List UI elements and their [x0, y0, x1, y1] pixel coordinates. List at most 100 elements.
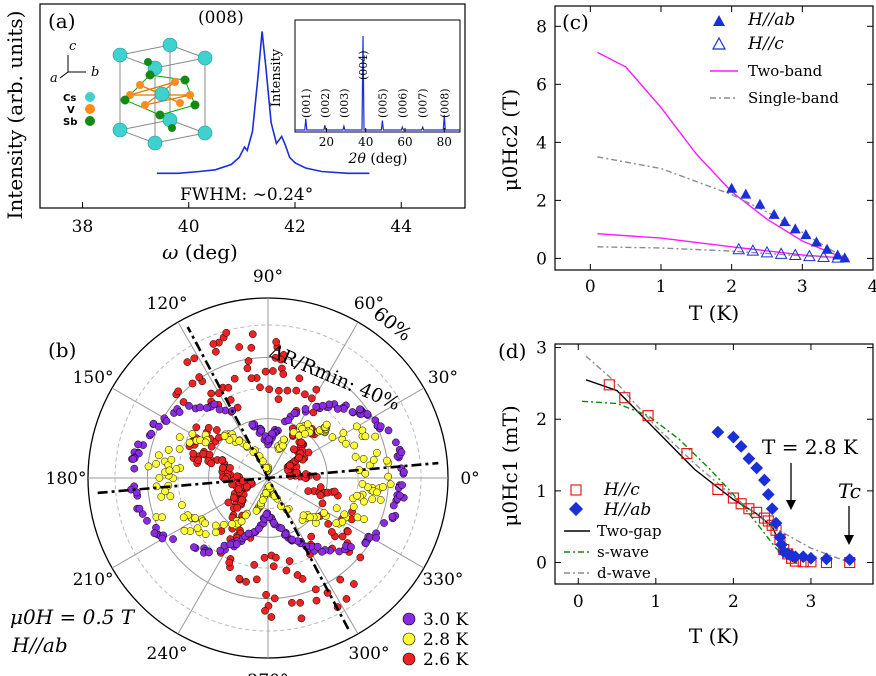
legend-c-c: H//c — [747, 34, 784, 54]
panel-a-label: (a) — [48, 9, 76, 33]
point-3.0K — [269, 518, 278, 527]
legend-d-twogap: Two-gap — [597, 522, 662, 540]
point-3.0K — [244, 529, 253, 538]
point-2.8K — [339, 429, 348, 437]
point-2.8K — [353, 513, 362, 522]
point-3.0K — [348, 408, 357, 416]
point-2.6K — [265, 385, 274, 394]
point-3.0K — [143, 516, 151, 525]
point-2.6K — [248, 330, 257, 339]
point-2.6K — [296, 598, 305, 607]
point-2.8K — [373, 448, 381, 457]
point-2.8K — [258, 496, 267, 505]
point-3.0K — [254, 524, 263, 533]
d-marker-c — [743, 503, 755, 515]
d-marker-ab — [758, 473, 771, 487]
point-2.6K — [297, 614, 306, 623]
inset-xtick-label-20: 20 — [319, 135, 334, 149]
annotation-T: T = 2.8 K — [762, 435, 859, 459]
point-2.6K — [298, 575, 307, 583]
panel-c-label: (c) — [562, 10, 589, 34]
point-2.8K — [242, 442, 251, 450]
point-2.8K — [241, 511, 250, 520]
d-marker-c — [727, 492, 739, 504]
point-2.6K — [183, 358, 192, 366]
polar-angle-label-7: 210° — [73, 570, 114, 590]
point-2.8K — [299, 511, 308, 520]
d-xtick-label-2: 2 — [728, 592, 739, 612]
point-2.8K — [175, 445, 184, 453]
point-2.8K — [180, 526, 189, 535]
point-2.8K — [188, 430, 197, 438]
point-2.6K — [304, 487, 313, 495]
d-marker-c — [758, 512, 770, 524]
point-2.6K — [225, 558, 234, 567]
d-marker-c — [619, 392, 631, 404]
point-2.6K — [222, 328, 231, 337]
d-ytick-label-1: 1 — [536, 482, 547, 502]
panel-c-frame — [554, 5, 874, 271]
c-marker-c — [803, 249, 816, 262]
panel-a-peak-label: (008) — [198, 8, 244, 28]
panel-a-xlabel: ω (deg) — [162, 240, 238, 264]
legend-c-twoband: Two-band — [748, 62, 823, 80]
c-marker-c — [760, 245, 774, 258]
legend-d-c: H//c — [603, 480, 640, 500]
point-3.0K — [392, 438, 400, 447]
point-2.6K — [233, 503, 242, 512]
d-marker-ab — [734, 440, 748, 453]
inset-peak-label-4: (005) — [376, 88, 389, 118]
point-2.8K — [155, 474, 164, 482]
point-2.6K — [242, 482, 251, 491]
point-3.0K — [147, 429, 156, 438]
point-2.6K — [207, 389, 216, 398]
point-2.8K — [369, 456, 378, 464]
polar-angle-label-5: 150° — [73, 368, 114, 388]
point-3.0K — [288, 535, 297, 544]
point-2.8K — [201, 519, 209, 528]
legend-28K: 2.8 K — [423, 630, 468, 650]
point-2.6K — [342, 595, 351, 603]
point-2.8K — [262, 463, 271, 472]
point-2.8K — [252, 506, 261, 515]
point-3.0K — [216, 546, 225, 555]
point-2.8K — [191, 514, 200, 522]
point-2.8K — [332, 504, 341, 513]
point-2.8K — [235, 437, 244, 445]
panel-d-ticks: 0 1 2 3 0 1 2 3 — [536, 339, 873, 612]
point-3.0K — [384, 426, 393, 435]
point-2.8K — [376, 496, 385, 504]
point-2.6K — [188, 379, 197, 388]
point-2.6K — [229, 493, 238, 502]
point-2.6K — [190, 354, 199, 363]
point-2.8K — [386, 480, 395, 489]
legend-26K: 2.6 K — [423, 650, 468, 670]
point-3.0K — [313, 542, 322, 551]
point-2.8K — [158, 513, 166, 522]
c-xtick-label-0: 0 — [585, 277, 596, 297]
point-2.6K — [324, 520, 333, 528]
d-marker-c — [603, 379, 615, 391]
point-2.6K — [307, 394, 316, 403]
point-3.0K — [162, 417, 171, 425]
point-3.0K — [169, 535, 177, 543]
legend-c-singleband: Single-band — [748, 89, 839, 107]
d-marker-c — [681, 448, 693, 460]
point-2.6K — [234, 485, 243, 494]
panel-b-legend: 3.0 K 2.8 K 2.6 K — [402, 610, 468, 670]
a-xtick-label-42: 42 — [284, 217, 306, 237]
point-2.8K — [342, 439, 350, 448]
point-2.8K — [361, 432, 370, 441]
point-3.0K — [190, 543, 198, 552]
point-2.6K — [279, 370, 288, 378]
inset-ticks: 20 40 60 80 — [319, 128, 452, 149]
point-3.0K — [262, 510, 271, 519]
point-3.0K — [210, 400, 219, 409]
point-2.8K — [237, 517, 246, 526]
polar-angle-labels: 0° 30° 60° 90° 120° 150° 180° 210° 240° 270° 300° 3… — [46, 267, 480, 676]
point-2.6K — [283, 386, 292, 395]
point-2.6K — [218, 464, 227, 472]
inset-spectrum — [295, 35, 460, 131]
point-2.8K — [164, 445, 173, 454]
panel-d-legend: H//c H//ab Two-gap s-wave d-wave — [564, 480, 662, 582]
